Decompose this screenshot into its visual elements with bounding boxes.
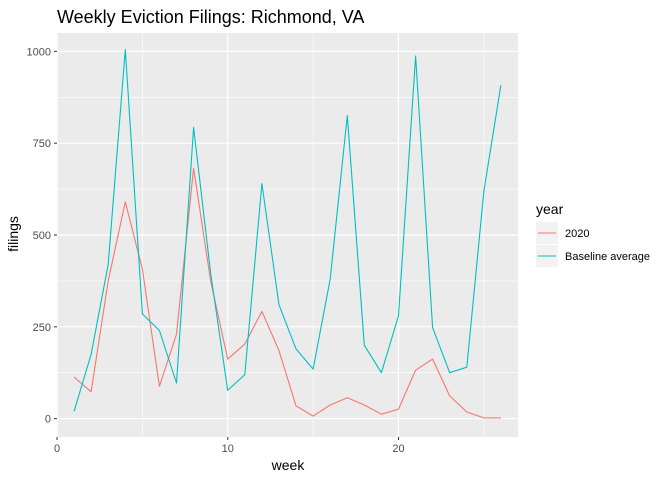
y-axis-title: filings (5, 216, 21, 252)
chart-title: Weekly Eviction Filings: Richmond, VA (57, 7, 364, 27)
legend-label: Baseline average (565, 251, 650, 263)
x-tick-label: 0 (54, 443, 60, 455)
y-tick-label: 750 (33, 138, 51, 150)
legend: year 2020 Baseline average (536, 201, 650, 267)
major-gridlines (56, 33, 518, 437)
series-line-1 (73, 48, 502, 412)
series-lines (73, 48, 502, 419)
y-tick-label: 1000 (27, 46, 51, 58)
x-tick-label: 20 (392, 443, 404, 455)
y-tick-label: 500 (33, 230, 51, 242)
y-axis: 0 250 500 750 1000 (27, 46, 57, 426)
x-axis-title: week (271, 457, 306, 473)
legend-label: 2020 (565, 228, 589, 240)
y-tick-label: 250 (33, 322, 51, 334)
y-tick-label: 0 (45, 414, 51, 426)
x-axis: 0 10 20 (54, 437, 405, 455)
x-tick-label: 10 (222, 443, 234, 455)
legend-title: year (536, 201, 564, 217)
series-line-0 (73, 167, 501, 419)
